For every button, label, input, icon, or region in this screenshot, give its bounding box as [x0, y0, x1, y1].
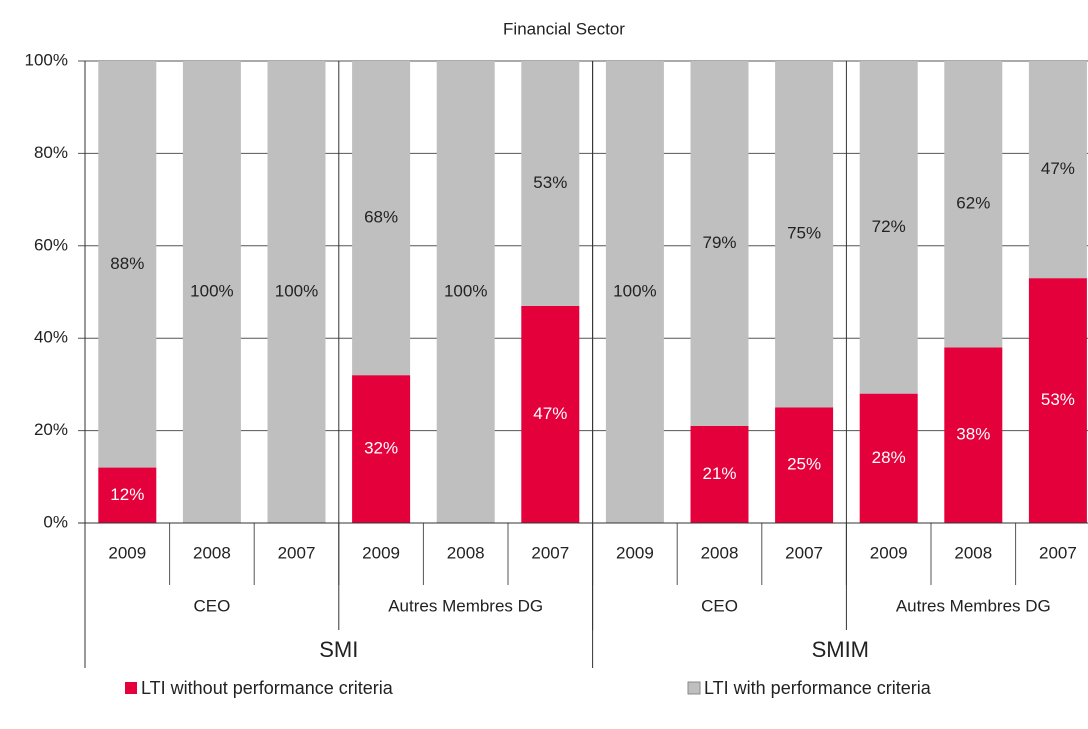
group-label: Autres Membres DG: [388, 596, 543, 615]
legend-swatch: [687, 681, 701, 695]
bar-segment: [775, 407, 834, 523]
data-label: 32%: [364, 439, 398, 458]
x-tick-label: 2009: [108, 543, 146, 562]
y-tick-label: 0%: [43, 512, 68, 531]
x-tick-label: 2007: [1039, 543, 1077, 562]
legend-swatch: [125, 682, 137, 694]
x-tick-label: 2009: [870, 543, 908, 562]
bar-segment: [690, 61, 749, 426]
outer-group-label: SMI: [319, 637, 358, 662]
data-label: 28%: [872, 448, 906, 467]
x-tick-label: 2007: [785, 543, 823, 562]
bar-segment: [98, 61, 157, 468]
bar-segment: [944, 347, 1003, 523]
x-tick-label: 2008: [954, 543, 992, 562]
bar-segment: [944, 61, 1003, 348]
bar-segment: [267, 61, 326, 523]
x-tick-label: 2007: [531, 543, 569, 562]
data-label: 100%: [444, 281, 487, 300]
legend-label: LTI without performance criteria: [141, 678, 394, 698]
data-label: 100%: [613, 281, 656, 300]
data-label: 62%: [956, 194, 990, 213]
data-label: 75%: [787, 224, 821, 243]
data-label: 21%: [702, 464, 736, 483]
bar-segment: [1028, 278, 1087, 523]
data-label: 38%: [956, 425, 990, 444]
data-label: 100%: [275, 281, 318, 300]
x-tick-label: 2009: [616, 543, 654, 562]
bar-segment: [605, 61, 664, 523]
data-label: 100%: [190, 281, 233, 300]
bar-segment: [352, 61, 411, 376]
x-tick-label: 2008: [701, 543, 739, 562]
data-label: 68%: [364, 208, 398, 227]
data-label: 53%: [1041, 390, 1075, 409]
data-label: 79%: [702, 233, 736, 252]
group-label: Autres Membres DG: [896, 596, 1051, 615]
data-label: 47%: [1041, 159, 1075, 178]
outer-group-label: SMIM: [812, 637, 869, 662]
bar-segment: [1028, 61, 1087, 279]
bar-segment: [98, 467, 157, 523]
data-label: 72%: [872, 217, 906, 236]
bar-segment: [859, 393, 918, 523]
data-label: 12%: [110, 485, 144, 504]
group-label: CEO: [193, 596, 230, 615]
x-tick-label: 2008: [447, 543, 485, 562]
x-tick-label: 2008: [193, 543, 231, 562]
bar-segment: [859, 61, 918, 394]
legend-label: LTI with performance criteria: [704, 678, 932, 698]
group-label: CEO: [701, 596, 738, 615]
bar-segment: [775, 61, 834, 408]
data-label: 88%: [110, 254, 144, 273]
data-label: 53%: [533, 173, 567, 192]
data-label: 47%: [533, 404, 567, 423]
y-tick-label: 60%: [34, 235, 68, 254]
bar-segment: [436, 61, 495, 523]
x-tick-label: 2007: [278, 543, 316, 562]
bar-segment: [690, 425, 749, 523]
data-label: 25%: [787, 455, 821, 474]
bar-segment: [521, 305, 580, 523]
bar-segment: [521, 61, 580, 306]
bar-segment: [352, 375, 411, 523]
bar-segment: [182, 61, 241, 523]
y-tick-label: 80%: [34, 143, 68, 162]
x-tick-label: 2009: [362, 543, 400, 562]
y-tick-label: 40%: [34, 328, 68, 347]
y-tick-label: 100%: [25, 50, 68, 69]
y-tick-label: 20%: [34, 420, 68, 439]
chart-title: Financial Sector: [503, 19, 625, 38]
